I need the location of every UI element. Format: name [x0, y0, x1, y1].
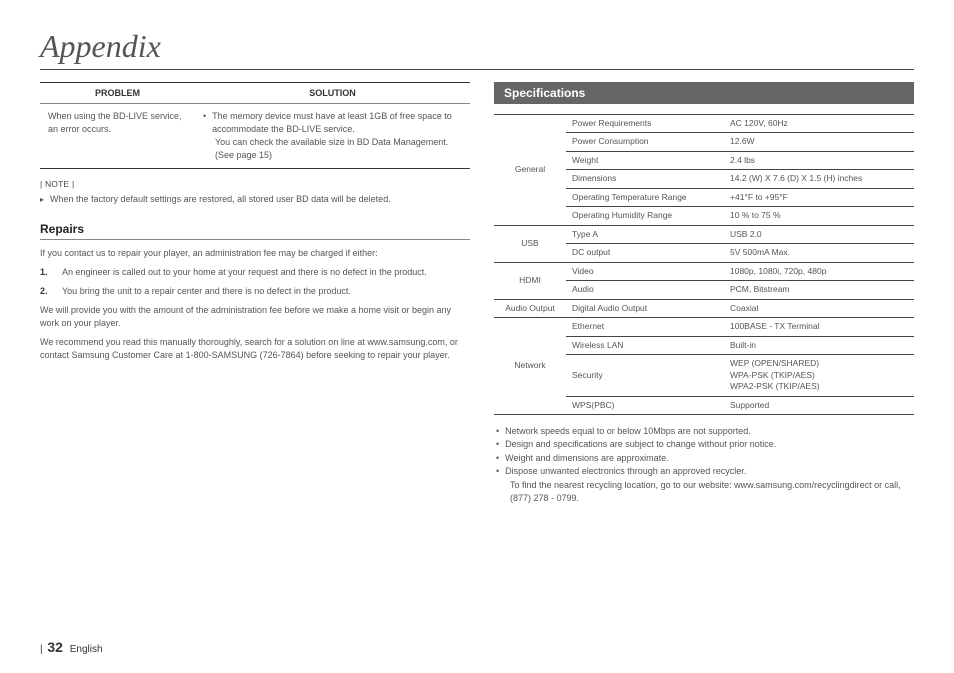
bullet-1: Network speeds equal to or below 10Mbps … — [505, 425, 751, 439]
spec-val: AC 120V, 60Hz — [724, 115, 914, 133]
bullet-4-cont: To find the nearest recycling location, … — [510, 479, 914, 506]
problem-cell: When using the BD-LIVE service, an error… — [40, 104, 195, 169]
spec-val: Supported — [724, 396, 914, 414]
table-row: When using the BD-LIVE service, an error… — [40, 104, 470, 169]
spec-key: Operating Temperature Range — [566, 188, 724, 206]
spec-key: Dimensions — [566, 170, 724, 188]
spec-val: 5V 500mA Max. — [724, 244, 914, 262]
solution-line1: The memory device must have at least 1GB… — [212, 110, 462, 136]
repairs-para3: We recommend you read this manually thor… — [40, 336, 470, 362]
note-text: When the factory default settings are re… — [50, 193, 391, 206]
page-lang: English — [70, 644, 103, 655]
spec-key: Power Consumption — [566, 133, 724, 151]
spec-val: 10 % to 75 % — [724, 207, 914, 225]
spec-val: Built-in — [724, 336, 914, 354]
spec-key: Operating Humidity Range — [566, 207, 724, 225]
notes-bullets: Network speeds equal to or below 10Mbps … — [494, 425, 914, 506]
repairs-para2: We will provide you with the amount of t… — [40, 304, 470, 330]
bullet-4: Dispose unwanted electronics through an … — [505, 465, 746, 479]
repairs-intro: If you contact us to repair your player,… — [40, 247, 470, 260]
page-footer: | 32 English — [40, 639, 103, 655]
note-row: ▸ When the factory default settings are … — [40, 193, 470, 206]
th-solution: SOLUTION — [195, 83, 470, 104]
repairs-item2: You bring the unit to a repair center an… — [62, 285, 351, 298]
spec-table: General Power Requirements AC 120V, 60Hz… — [494, 114, 914, 415]
list-item: 2. You bring the unit to a repair center… — [40, 285, 470, 298]
spec-key: Digital Audio Output — [566, 299, 724, 317]
spec-val: 1080p, 1080i, 720p, 480p — [724, 262, 914, 280]
spec-val: 2.4 lbs — [724, 151, 914, 169]
spec-val: Coaxial — [724, 299, 914, 317]
spec-cat-hdmi: HDMI — [494, 262, 566, 299]
repairs-heading: Repairs — [40, 222, 470, 240]
spec-key: Ethernet — [566, 318, 724, 336]
spec-val: 100BASE - TX Terminal — [724, 318, 914, 336]
spec-key: Security — [566, 355, 724, 396]
spec-key: Audio — [566, 281, 724, 299]
spec-val: USB 2.0 — [724, 225, 914, 243]
note-label: | NOTE | — [40, 179, 470, 189]
list-item: 1. An engineer is called out to your hom… — [40, 266, 470, 279]
right-column: Specifications General Power Requirement… — [494, 82, 914, 506]
columns: PROBLEM SOLUTION When using the BD-LIVE … — [40, 82, 914, 506]
problem-solution-table: PROBLEM SOLUTION When using the BD-LIVE … — [40, 82, 470, 169]
spec-val: 12.6W — [724, 133, 914, 151]
ol-num-1: 1. — [40, 266, 62, 279]
note-arrow-icon: ▸ — [40, 194, 44, 206]
specifications-heading: Specifications — [494, 82, 914, 104]
spec-cat-audio: Audio Output — [494, 299, 566, 317]
spec-cat-network: Network — [494, 318, 566, 415]
spec-key: Weight — [566, 151, 724, 169]
spec-cat-general: General — [494, 115, 566, 226]
left-column: PROBLEM SOLUTION When using the BD-LIVE … — [40, 82, 470, 506]
spec-key: Power Requirements — [566, 115, 724, 133]
spec-key: WPS(PBC) — [566, 396, 724, 414]
spec-val: +41°F to +95°F — [724, 188, 914, 206]
ol-num-2: 2. — [40, 285, 62, 298]
page-title: Appendix — [40, 28, 914, 70]
solution-cell: The memory device must have at least 1GB… — [195, 104, 470, 169]
spec-key: Video — [566, 262, 724, 280]
spec-val: 14.2 (W) X 7.6 (D) X 1.5 (H) inches — [724, 170, 914, 188]
solution-line2: You can check the available size in BD D… — [215, 136, 462, 162]
spec-val: WEP (OPEN/SHARED) WPA-PSK (TKIP/AES) WPA… — [724, 355, 914, 396]
spec-key: Type A — [566, 225, 724, 243]
spec-val: PCM, Bitstream — [724, 281, 914, 299]
bullet-3: Weight and dimensions are approximate. — [505, 452, 668, 466]
spec-key: Wireless LAN — [566, 336, 724, 354]
page-number: 32 — [47, 639, 63, 655]
repairs-item1: An engineer is called out to your home a… — [62, 266, 427, 279]
th-problem: PROBLEM — [40, 83, 195, 104]
spec-cat-usb: USB — [494, 225, 566, 262]
spec-key: DC output — [566, 244, 724, 262]
bullet-2: Design and specifications are subject to… — [505, 438, 776, 452]
